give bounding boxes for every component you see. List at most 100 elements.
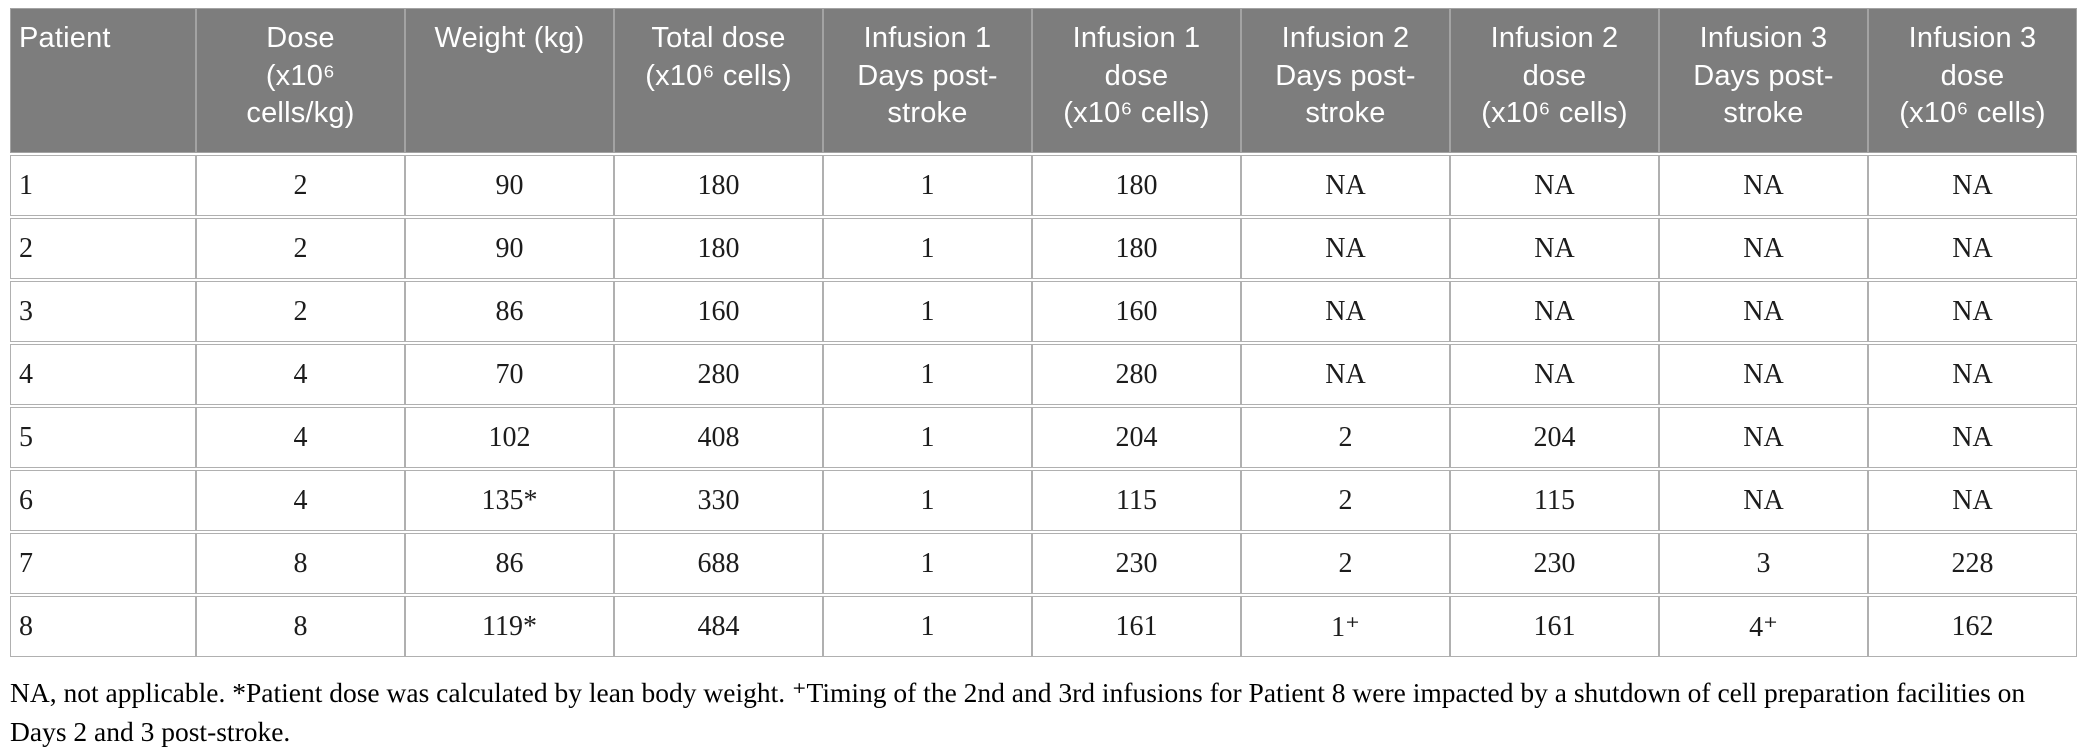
- data-cell: NA: [1868, 344, 2077, 405]
- data-cell: 180: [614, 155, 823, 216]
- data-cell: 1: [823, 281, 1032, 342]
- data-cell: NA: [1659, 155, 1868, 216]
- table-row: 1 2 90 180 1 180 NA NA NA NA: [10, 155, 2077, 216]
- table-row: 3 2 86 160 1 160 NA NA NA NA: [10, 281, 2077, 342]
- column-header-9: Infusion 3 Days post- stroke: [1659, 8, 1868, 153]
- data-cell: 162: [1868, 596, 2077, 657]
- column-header-8: Infusion 2 dose (x10⁶ cells): [1450, 8, 1659, 153]
- data-cell: 1: [823, 155, 1032, 216]
- data-cell: 8: [196, 533, 405, 594]
- table-row: 5 4 102 408 1 204 2 204 NA NA: [10, 407, 2077, 468]
- data-cell: 230: [1032, 533, 1241, 594]
- data-cell: 4⁺: [1659, 596, 1868, 657]
- data-cell: 688: [614, 533, 823, 594]
- data-cell: 115: [1032, 470, 1241, 531]
- data-cell: 8: [196, 596, 405, 657]
- patient-id-cell: 3: [10, 281, 196, 342]
- data-cell: 102: [405, 407, 614, 468]
- data-cell: 1: [823, 596, 1032, 657]
- data-cell: NA: [1868, 155, 2077, 216]
- data-cell: NA: [1450, 155, 1659, 216]
- data-cell: NA: [1868, 218, 2077, 279]
- data-cell: NA: [1868, 470, 2077, 531]
- data-cell: 228: [1868, 533, 2077, 594]
- data-cell: NA: [1450, 344, 1659, 405]
- data-cell: NA: [1241, 155, 1450, 216]
- data-cell: 90: [405, 155, 614, 216]
- data-cell: 2: [1241, 407, 1450, 468]
- column-header-7: Infusion 2 Days post- stroke: [1241, 8, 1450, 153]
- table-footnote: NA, not applicable. *Patient dose was ca…: [10, 677, 2026, 748]
- column-header-10: Infusion 3 dose (x10⁶ cells): [1868, 8, 2077, 153]
- table-row: 4 4 70 280 1 280 NA NA NA NA: [10, 344, 2077, 405]
- column-header-6: Infusion 1 dose (x10⁶ cells): [1032, 8, 1241, 153]
- data-cell: NA: [1241, 218, 1450, 279]
- data-cell: 86: [405, 533, 614, 594]
- data-cell: 1: [823, 218, 1032, 279]
- data-cell: 280: [1032, 344, 1241, 405]
- data-cell: 1: [823, 533, 1032, 594]
- data-cell: 2: [1241, 470, 1450, 531]
- data-cell: NA: [1659, 407, 1868, 468]
- data-cell: 161: [1032, 596, 1241, 657]
- data-cell: 119*: [405, 596, 614, 657]
- data-cell: 1: [823, 344, 1032, 405]
- data-cell: 115: [1450, 470, 1659, 531]
- patient-id-cell: 6: [10, 470, 196, 531]
- data-cell: 90: [405, 218, 614, 279]
- table-row: 6 4 135* 330 1 115 2 115 NA NA: [10, 470, 2077, 531]
- header-row: Patient Dose (x10⁶ cells/kg) Weight (kg) To…: [10, 8, 2077, 153]
- patient-id-cell: 8: [10, 596, 196, 657]
- data-cell: NA: [1868, 281, 2077, 342]
- data-cell: 408: [614, 407, 823, 468]
- data-cell: 86: [405, 281, 614, 342]
- data-cell: 180: [1032, 155, 1241, 216]
- patient-dosing-table-figure: Patient Dose (x10⁶ cells/kg) Weight (kg) To…: [10, 6, 2077, 751]
- data-cell: 2: [196, 155, 405, 216]
- column-header-3: Weight (kg): [405, 8, 614, 153]
- table-header: Patient Dose (x10⁶ cells/kg) Weight (kg) To…: [10, 8, 2077, 153]
- data-cell: 180: [1032, 218, 1241, 279]
- data-cell: NA: [1659, 470, 1868, 531]
- data-cell: 180: [614, 218, 823, 279]
- data-cell: 4: [196, 470, 405, 531]
- data-cell: 2: [196, 281, 405, 342]
- table-row: 7 8 86 688 1 230 2 230 3 228: [10, 533, 2077, 594]
- data-cell: 4: [196, 407, 405, 468]
- column-header-5: Infusion 1 Days post- stroke: [823, 8, 1032, 153]
- patient-dosing-table: Patient Dose (x10⁶ cells/kg) Weight (kg) To…: [10, 6, 2077, 659]
- data-cell: NA: [1659, 218, 1868, 279]
- patient-id-cell: 2: [10, 218, 196, 279]
- data-cell: 230: [1450, 533, 1659, 594]
- column-header-1: Patient: [10, 8, 196, 153]
- data-cell: 161: [1450, 596, 1659, 657]
- data-cell: NA: [1450, 218, 1659, 279]
- data-cell: 1⁺: [1241, 596, 1450, 657]
- patient-id-cell: 7: [10, 533, 196, 594]
- data-cell: 4: [196, 344, 405, 405]
- data-cell: 2: [196, 218, 405, 279]
- data-cell: 204: [1450, 407, 1659, 468]
- patient-id-cell: 5: [10, 407, 196, 468]
- table-row: 8 8 119* 484 1 161 1⁺ 161 4⁺ 162: [10, 596, 2077, 657]
- data-cell: 135*: [405, 470, 614, 531]
- data-cell: NA: [1868, 407, 2077, 468]
- table-row: 2 2 90 180 1 180 NA NA NA NA: [10, 218, 2077, 279]
- data-cell: 70: [405, 344, 614, 405]
- data-cell: NA: [1659, 344, 1868, 405]
- data-cell: 484: [614, 596, 823, 657]
- data-cell: NA: [1241, 344, 1450, 405]
- column-header-4: Total dose (x10⁶ cells): [614, 8, 823, 153]
- data-cell: 204: [1032, 407, 1241, 468]
- column-header-2: Dose (x10⁶ cells/kg): [196, 8, 405, 153]
- data-cell: NA: [1659, 281, 1868, 342]
- patient-id-cell: 4: [10, 344, 196, 405]
- table-body: 1 2 90 180 1 180 NA NA NA NA 2 2 90 180 1 180 NA NA NA NA 3 2…: [10, 155, 2077, 657]
- data-cell: 3: [1659, 533, 1868, 594]
- patient-id-cell: 1: [10, 155, 196, 216]
- data-cell: 1: [823, 407, 1032, 468]
- data-cell: 330: [614, 470, 823, 531]
- data-cell: 280: [614, 344, 823, 405]
- data-cell: NA: [1241, 281, 1450, 342]
- data-cell: 2: [1241, 533, 1450, 594]
